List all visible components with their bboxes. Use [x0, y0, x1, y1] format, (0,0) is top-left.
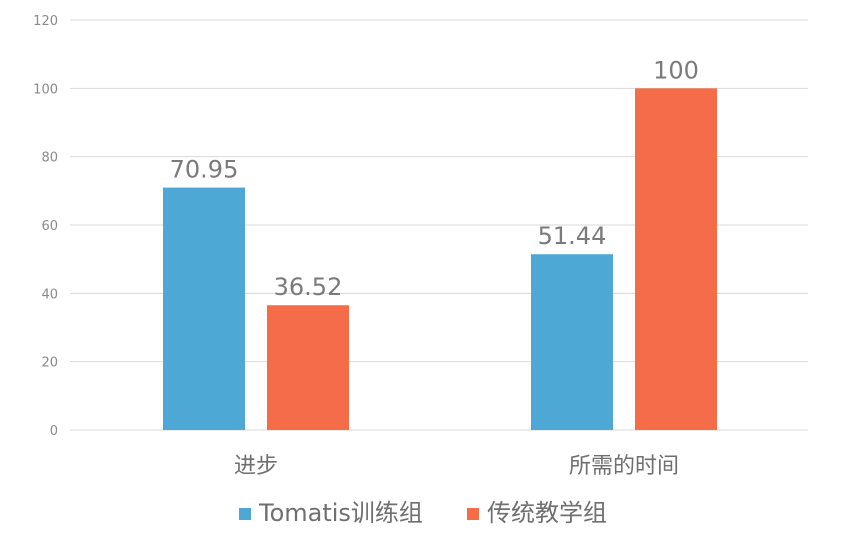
- data-label: 70.95: [170, 156, 239, 184]
- legend: Tomatis训练组 传统教学组: [239, 499, 607, 527]
- bar-series-1-cat-1: [635, 88, 717, 430]
- y-tick-label: 20: [41, 356, 58, 371]
- bar-series-1-cat-0: [267, 305, 349, 430]
- y-tick-label: 40: [41, 287, 58, 302]
- x-category-label: 进步: [234, 454, 278, 479]
- y-tick-label: 120: [33, 14, 58, 29]
- data-label: 51.44: [538, 222, 607, 250]
- x-axis-categories: 进步 所需的时间: [234, 454, 679, 479]
- legend-label: 传统教学组: [487, 499, 607, 527]
- bars: [163, 88, 717, 430]
- y-tick-label: 80: [41, 151, 58, 166]
- data-labels: 70.95 36.52 51.44 100: [170, 56, 699, 301]
- legend-swatch: [467, 508, 479, 520]
- y-axis-ticks: 0 20 40 60 80 100 120: [33, 14, 58, 439]
- legend-swatch: [239, 508, 251, 520]
- data-label: 100: [653, 56, 699, 84]
- data-label: 36.52: [274, 273, 343, 301]
- y-tick-label: 0: [50, 424, 58, 439]
- bar-series-0-cat-0: [163, 187, 245, 430]
- bar-series-0-cat-1: [531, 254, 613, 430]
- x-category-label: 所需的时间: [569, 454, 679, 479]
- legend-label: Tomatis训练组: [258, 499, 423, 527]
- y-tick-label: 60: [41, 219, 58, 234]
- y-tick-label: 100: [33, 82, 58, 97]
